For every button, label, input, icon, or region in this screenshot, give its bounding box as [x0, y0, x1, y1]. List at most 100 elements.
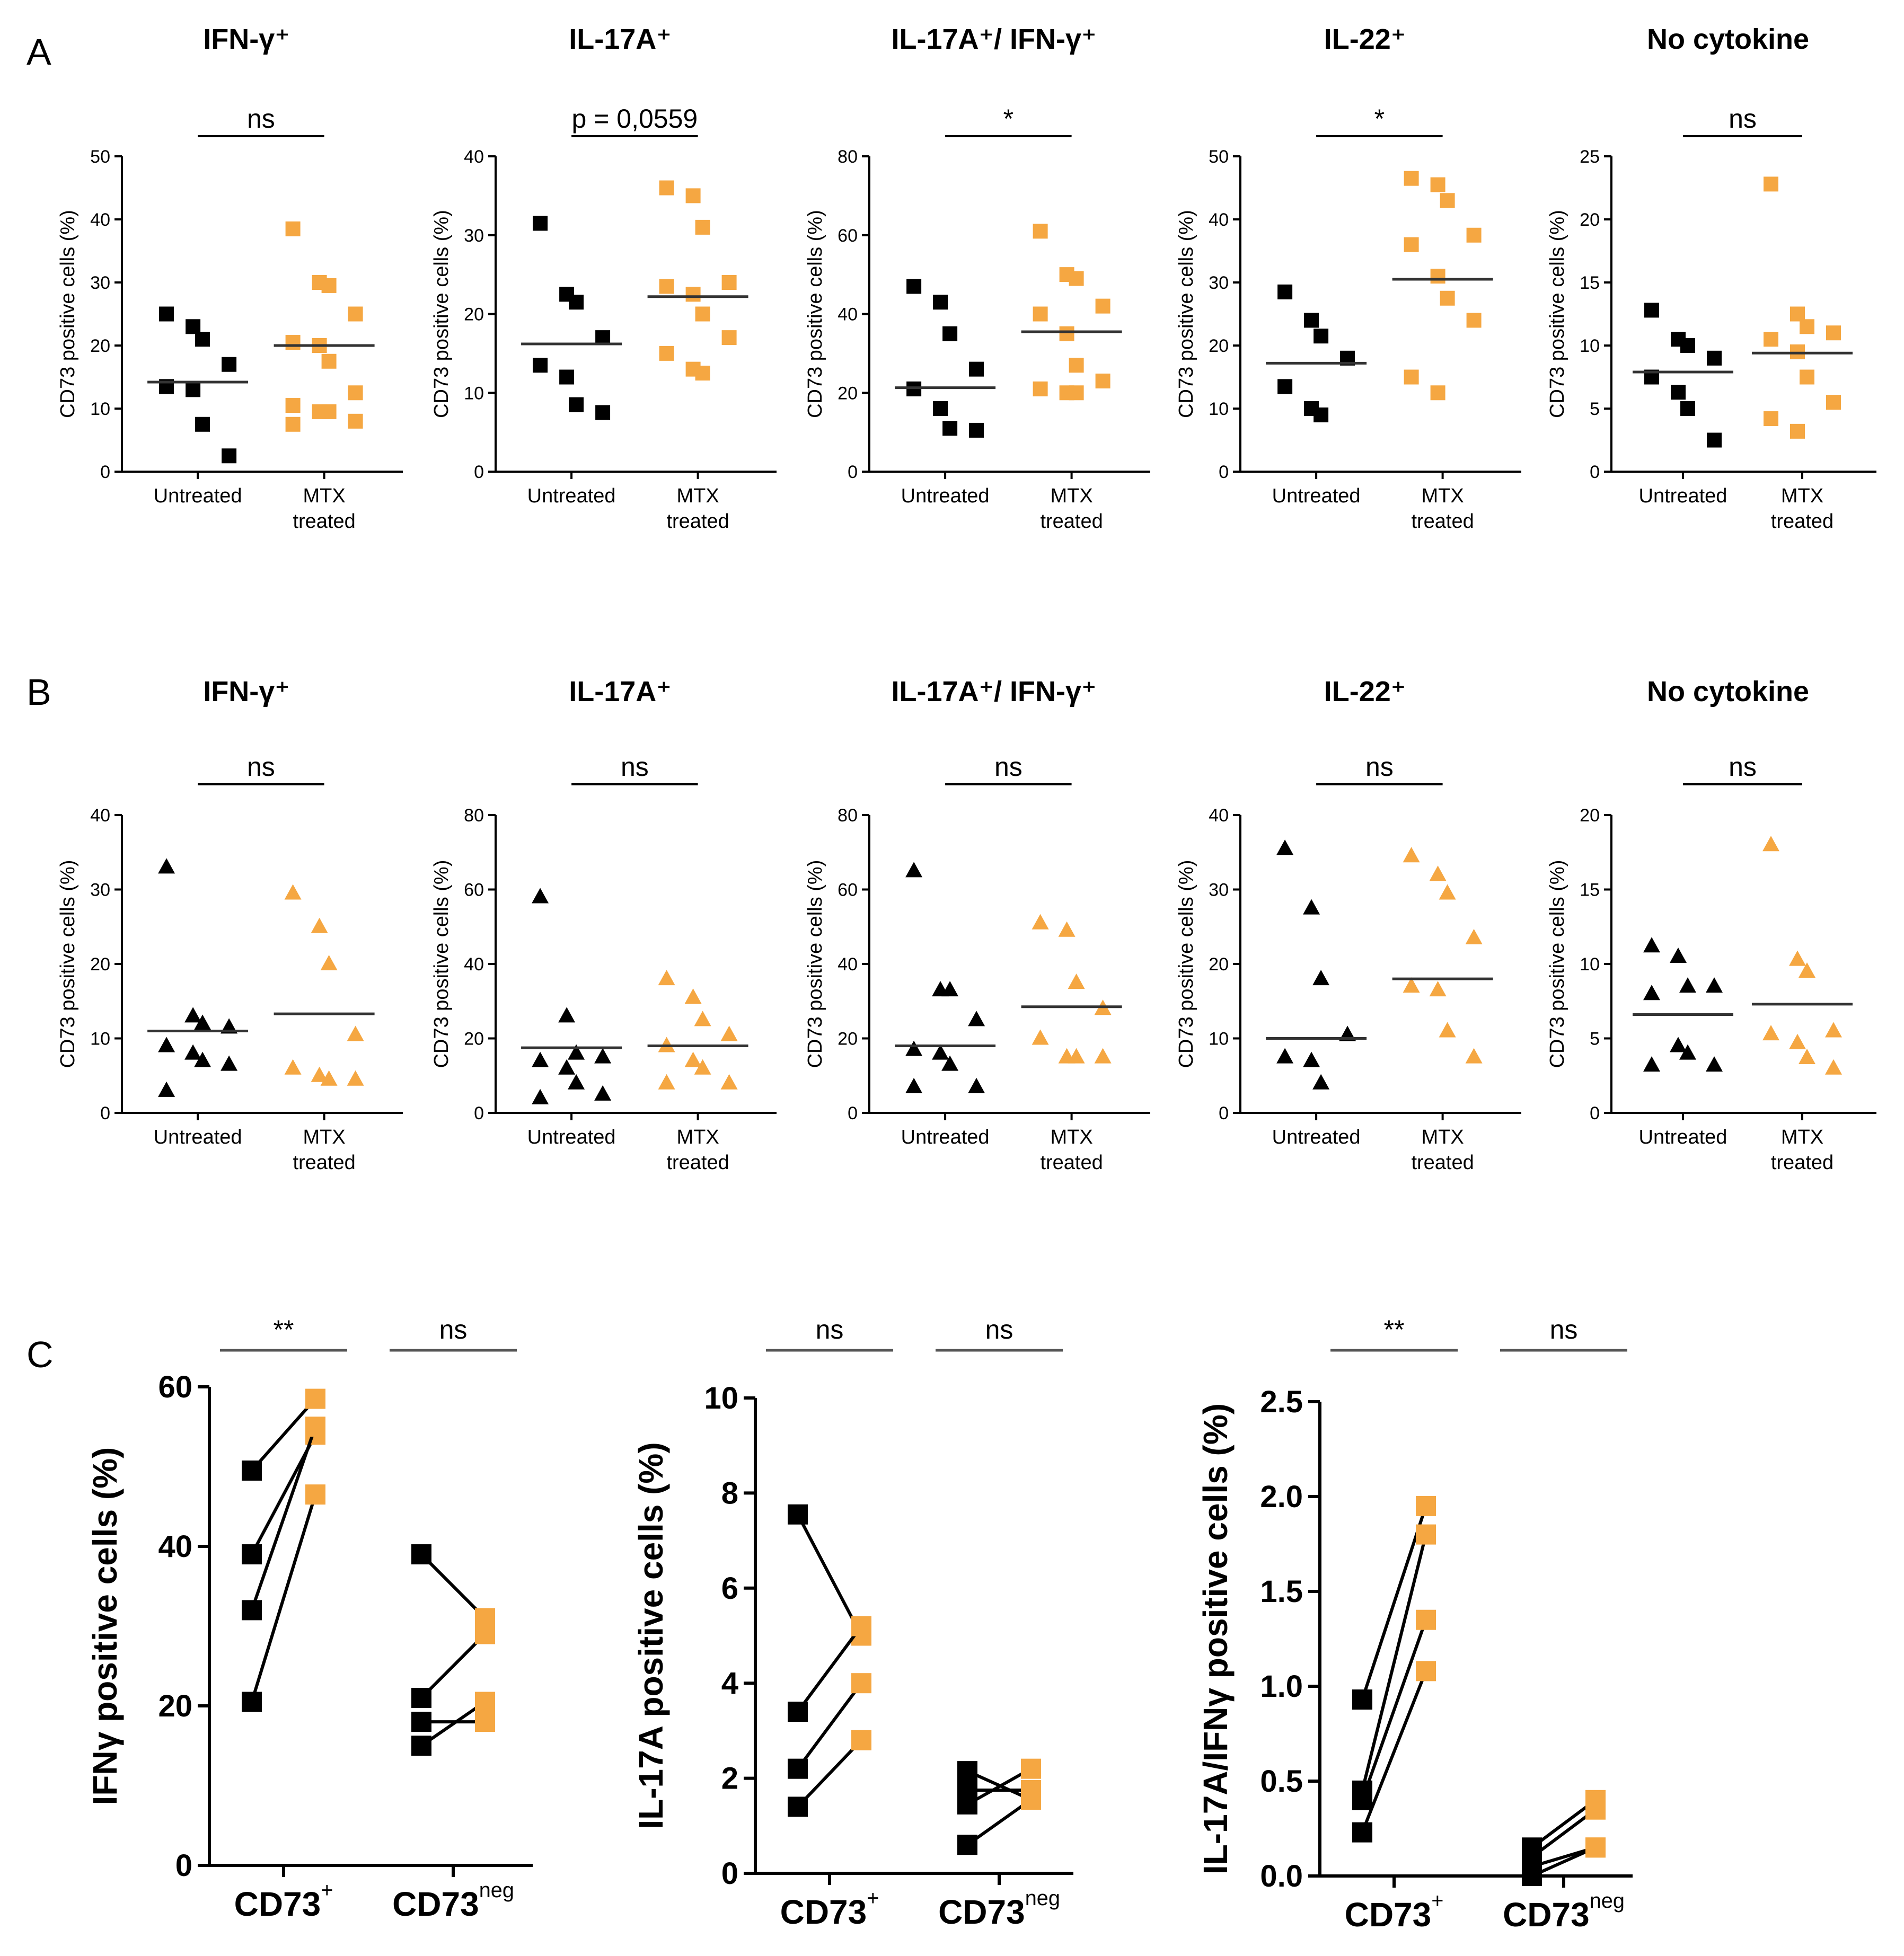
data-point: [968, 1077, 985, 1093]
data-point: [1276, 839, 1294, 855]
data-point: [1680, 401, 1695, 416]
x-category-label: Untreated: [1272, 485, 1361, 507]
data-point: [906, 279, 922, 294]
x-category-label: CD73+: [234, 1879, 333, 1923]
y-tick-label: 10: [90, 1029, 110, 1049]
data-point: [1643, 1056, 1660, 1072]
significance-label: ns: [1729, 104, 1757, 134]
data-point: [658, 970, 675, 986]
data-point: [1789, 950, 1806, 966]
data-point: [348, 306, 363, 322]
x-category-label: treated: [666, 1152, 729, 1174]
data-point: [684, 988, 702, 1004]
data-point: [659, 346, 674, 361]
data-point: [558, 1059, 576, 1075]
data-point: [475, 1692, 495, 1712]
data-point: [1430, 177, 1445, 192]
data-point: [1585, 1837, 1606, 1858]
data-point: [1095, 373, 1110, 388]
data-point: [694, 1011, 711, 1026]
pair-line: [966, 1767, 1032, 1806]
data-point: [1466, 227, 1482, 243]
data-point: [532, 1051, 549, 1067]
x-category-label: treated: [1771, 510, 1834, 533]
chart-title: IFN-γ⁺: [203, 676, 290, 707]
pair-line: [796, 1514, 863, 1636]
y-tick-label: 20: [464, 305, 484, 325]
y-axis-label: IL-17A positive cells (%): [632, 1442, 670, 1829]
chart-title: IL-17A⁺/ IFN-γ⁺: [891, 23, 1096, 55]
x-category-label: Untreated: [901, 1126, 990, 1148]
y-tick-label: 40: [158, 1529, 192, 1564]
chart-a-4: IL-22⁺ * 0 10 20 30 40 50 CD73 positive cells (%…: [1175, 23, 1521, 533]
pair-line: [1531, 1799, 1597, 1849]
y-tick-label: 20: [1580, 806, 1600, 826]
data-point: [1670, 1037, 1687, 1052]
x-category-label: MTX: [1781, 485, 1823, 507]
chart-c-1: 0 20 40 60 IFNγ positive cells (%) CD73+ CD73n…: [86, 1315, 533, 1923]
data-point: [1314, 407, 1329, 422]
x-category-label: CD73neg: [392, 1879, 514, 1923]
y-tick-label: 0: [100, 1103, 110, 1123]
x-category-label: MTX: [1421, 485, 1464, 507]
y-tick-label: 2.0: [1260, 1480, 1303, 1514]
y-axis-label: IFNγ positive cells (%): [86, 1447, 124, 1805]
data-point: [685, 188, 701, 203]
data-point: [720, 1025, 738, 1041]
data-point: [1069, 358, 1084, 373]
data-point: [194, 1014, 211, 1030]
data-point: [348, 385, 363, 401]
chart-title: No cytokine: [1647, 676, 1809, 707]
y-tick-label: 80: [464, 806, 484, 826]
data-point: [1680, 338, 1695, 353]
x-category-label: treated: [1411, 510, 1474, 533]
significance-label: ns: [816, 1315, 844, 1344]
data-point: [594, 1085, 612, 1101]
y-tick-label: 0.0: [1260, 1859, 1303, 1893]
data-point: [721, 330, 737, 346]
significance-label: ns: [994, 752, 1022, 782]
data-point: [788, 1758, 808, 1779]
data-point: [1429, 865, 1447, 881]
y-tick-label: 40: [90, 210, 110, 230]
data-point: [1416, 1495, 1436, 1516]
data-point: [1032, 914, 1049, 930]
y-axis-label: CD73 positive cells (%): [1175, 860, 1197, 1068]
chart-title: IL-22⁺: [1324, 23, 1406, 55]
y-axis-label: CD73 positive cells (%): [1546, 210, 1568, 418]
y-tick-label: 1.0: [1260, 1669, 1303, 1704]
y-axis-label: IL-17A/IFNγ positive cells (%): [1196, 1403, 1235, 1874]
data-point: [1403, 977, 1420, 993]
data-point: [532, 888, 549, 904]
data-point: [1277, 379, 1293, 394]
x-category-label: CD73+: [1345, 1889, 1444, 1934]
x-category-label: MTX: [303, 1126, 345, 1148]
data-point: [1643, 937, 1660, 953]
data-point: [1440, 193, 1455, 208]
data-point: [1059, 326, 1074, 341]
significance-label: ns: [1365, 752, 1394, 782]
x-category-label: Untreated: [1272, 1126, 1361, 1148]
y-tick-label: 40: [464, 954, 484, 975]
x-category-label: Untreated: [1639, 1126, 1727, 1148]
data-point: [1440, 290, 1455, 306]
data-point: [1789, 1033, 1806, 1049]
data-point: [1312, 1074, 1330, 1090]
data-point: [594, 1048, 612, 1064]
data-point: [1276, 1048, 1294, 1064]
data-point: [1303, 1051, 1320, 1067]
data-point: [347, 1025, 364, 1041]
data-point: [957, 1761, 977, 1782]
significance-label: ns: [985, 1315, 1013, 1344]
data-point: [1033, 224, 1048, 239]
data-point: [659, 279, 674, 294]
pair-line: [1531, 1808, 1597, 1858]
data-point: [788, 1796, 808, 1817]
y-tick-label: 15: [1580, 880, 1600, 900]
pair-line: [250, 1426, 317, 1611]
data-point: [788, 1702, 808, 1722]
data-point: [1799, 1049, 1815, 1065]
data-point: [1068, 1048, 1085, 1064]
y-tick-label: 10: [1580, 954, 1600, 975]
data-point: [569, 397, 584, 412]
